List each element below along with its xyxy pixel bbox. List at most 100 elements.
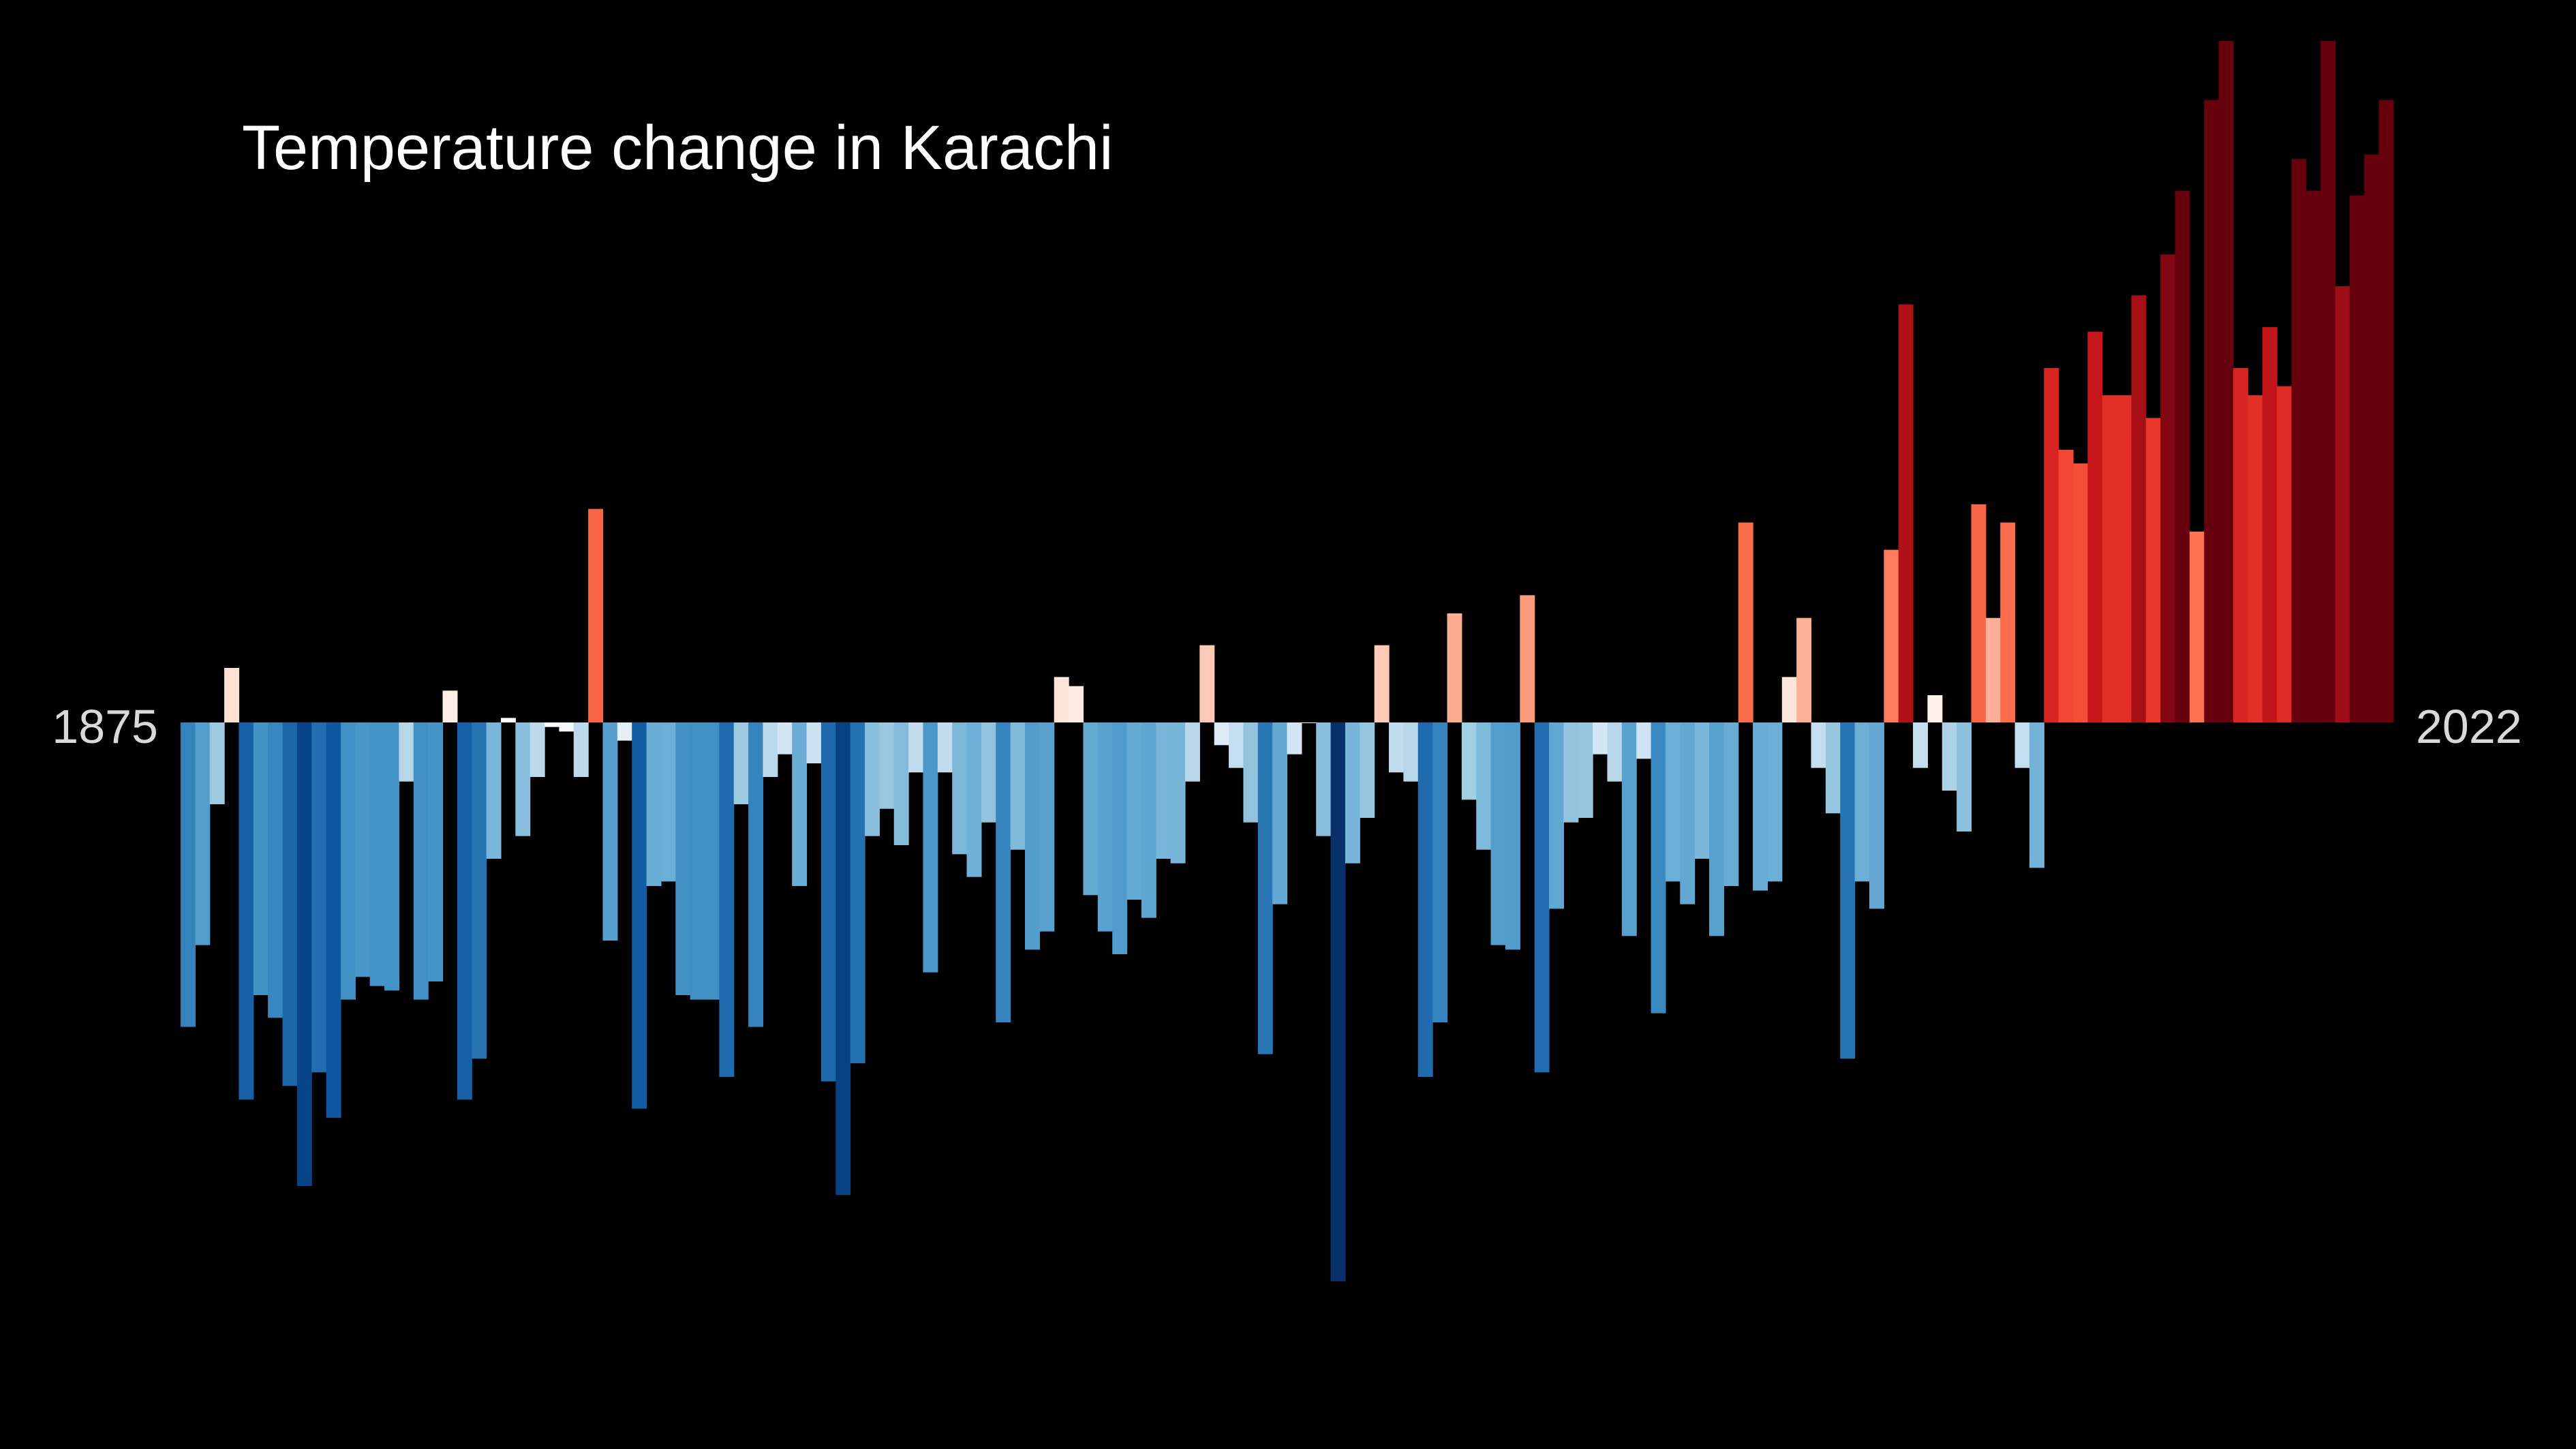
bar-1887	[355, 722, 371, 977]
bar-1958	[1389, 722, 1404, 773]
bar-1956	[1360, 722, 1375, 818]
bar-1994	[1913, 722, 1929, 768]
bar-1980	[1708, 722, 1724, 936]
bar-1891	[413, 722, 429, 1000]
bar-1965	[1490, 722, 1506, 945]
bar-1916	[777, 722, 793, 754]
bar-1919	[821, 722, 836, 1082]
bar-1927	[937, 722, 953, 773]
bar-1892	[428, 722, 444, 981]
bar-1907	[646, 722, 662, 886]
bar-1894	[457, 722, 472, 1100]
bar-1915	[763, 722, 778, 777]
bar-1883	[296, 722, 312, 1186]
bar-1993	[1898, 304, 1914, 722]
bar-2021	[2305, 191, 2321, 722]
bar-1882	[282, 722, 298, 1086]
bar-1954	[1330, 722, 1346, 1281]
bar-1939	[1112, 722, 1128, 954]
bar-1963	[1461, 722, 1477, 800]
bar-1932	[1010, 722, 1026, 850]
bar-2025	[2364, 154, 2380, 723]
bar-1914	[748, 722, 764, 1027]
bar-1983	[1753, 722, 1768, 891]
bar-1917	[792, 722, 808, 886]
bar-1933	[1024, 722, 1040, 950]
bar-1971	[1578, 722, 1593, 818]
bar-1901	[559, 722, 574, 732]
bar-1900	[545, 722, 560, 727]
bar-1997	[1957, 722, 1972, 832]
bar-1960	[1417, 722, 1433, 1077]
bar-2003	[2044, 368, 2059, 722]
bar-2017	[2248, 395, 2263, 722]
bar-1949	[1257, 722, 1273, 1054]
bar-1918	[806, 722, 822, 763]
bar-2007	[2102, 395, 2117, 722]
bar-1999	[1985, 617, 2001, 722]
bar-1940	[1126, 722, 1142, 900]
bar-1937	[1083, 722, 1099, 896]
bar-1935	[1054, 677, 1069, 722]
bar-1985	[1781, 677, 1797, 722]
bar-1998	[1971, 504, 1987, 722]
bar-1923	[879, 722, 895, 809]
bar-1904	[602, 722, 618, 941]
bar-1977	[1665, 722, 1681, 882]
bar-1987	[1811, 722, 1826, 768]
start-year-label: 1875	[52, 700, 158, 753]
bar-1908	[660, 722, 676, 882]
bar-1951	[1287, 722, 1302, 754]
bar-1896	[486, 722, 502, 859]
bar-1884	[311, 722, 327, 1073]
bar-1880	[253, 722, 269, 995]
bar-2011	[2160, 254, 2176, 723]
bar-1982	[1738, 522, 1753, 722]
bar-1945	[1199, 645, 1215, 722]
bar-2004	[2058, 450, 2074, 722]
bar-1905	[617, 722, 632, 741]
bar-2014	[2204, 100, 2220, 723]
bar-2000	[2000, 522, 2016, 722]
bar-1897	[500, 718, 516, 722]
bar-2015	[2218, 41, 2234, 722]
bar-1920	[835, 722, 851, 1195]
bar-1962	[1447, 613, 1462, 722]
bar-2002	[2029, 722, 2044, 868]
bar-1973	[1607, 722, 1623, 782]
bar-1972	[1593, 722, 1608, 754]
bar-1967	[1520, 595, 1535, 722]
bar-1924	[893, 722, 909, 845]
bar-1875	[181, 722, 196, 1027]
bar-1990	[1854, 722, 1870, 882]
bar-1943	[1170, 722, 1186, 864]
bar-2010	[2145, 418, 2161, 722]
bar-1913	[733, 722, 749, 804]
bar-1957	[1374, 645, 1390, 722]
bar-1889	[384, 722, 400, 991]
bar-1936	[1069, 686, 1084, 722]
bar-1930	[981, 722, 996, 823]
bar-1974	[1621, 722, 1637, 936]
bar-1898	[515, 722, 531, 836]
bar-1910	[690, 722, 705, 1000]
bar-1885	[326, 722, 341, 1118]
bar-1992	[1884, 549, 1899, 722]
bar-1888	[369, 722, 385, 986]
bar-1931	[996, 722, 1011, 1022]
bar-1988	[1825, 722, 1841, 814]
bar-1921	[850, 722, 865, 1063]
bar-2013	[2189, 532, 2205, 722]
bar-1902	[573, 722, 589, 777]
bar-1953	[1316, 722, 1332, 836]
bar-1906	[632, 722, 647, 1109]
bar-1909	[675, 722, 691, 995]
bar-2006	[2087, 331, 2103, 722]
bar-1996	[1942, 722, 1957, 791]
bar-1950	[1272, 722, 1288, 904]
bar-1890	[399, 722, 414, 782]
bar-1929	[966, 722, 982, 877]
bar-1968	[1534, 722, 1550, 1073]
bar-1961	[1432, 722, 1448, 1022]
bar-1886	[340, 722, 356, 1000]
